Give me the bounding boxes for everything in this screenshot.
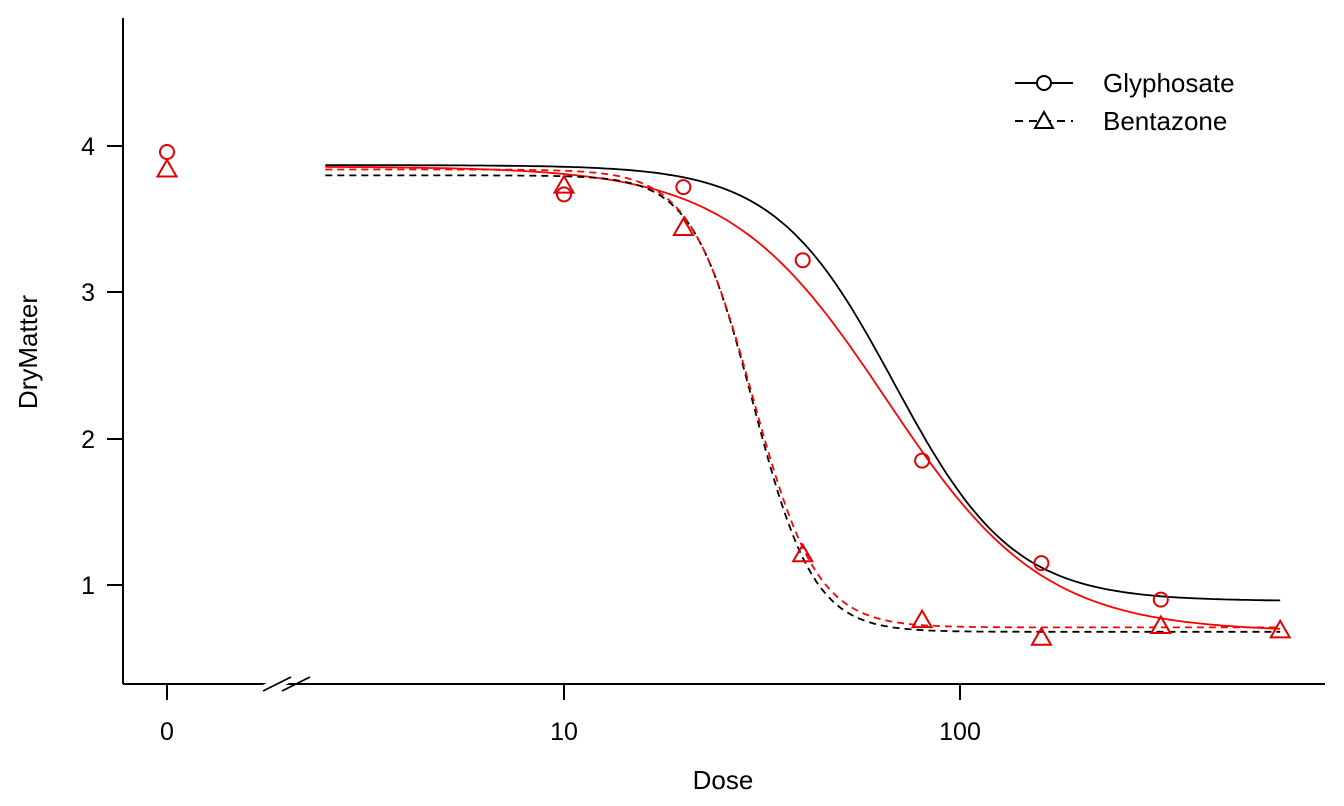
legend-label-bentazone: Bentazone bbox=[1103, 106, 1227, 136]
glyphosate-data-point bbox=[914, 452, 931, 469]
legend-entry-glyphosate: Glyphosate bbox=[1015, 68, 1235, 98]
glyphosate-data-point bbox=[675, 179, 692, 196]
x-tick-label: 0 bbox=[160, 718, 174, 746]
observed-points bbox=[155, 144, 1292, 646]
x-axis-break bbox=[259, 672, 311, 696]
y-axis-label: DryMatter bbox=[13, 295, 43, 409]
x-ticks: 0 10 100 bbox=[160, 684, 981, 746]
y-tick-label: 3 bbox=[81, 279, 95, 307]
legend-entry-bentazone: Bentazone bbox=[1015, 106, 1227, 136]
glyphosate-data-point bbox=[1152, 591, 1169, 608]
legend-circle-marker bbox=[1036, 75, 1052, 91]
legend: Glyphosate Bentazone bbox=[1015, 68, 1235, 136]
y-ticks: 1 2 3 4 bbox=[81, 133, 123, 600]
bentazone-data-point bbox=[910, 608, 934, 629]
x-tick-label: 100 bbox=[939, 718, 981, 746]
x-axis-label: Dose bbox=[693, 765, 754, 795]
glyphosate-data-point bbox=[159, 144, 175, 160]
bentazone-data-point bbox=[672, 216, 695, 236]
bentazone-fit-black-curve bbox=[325, 174, 1281, 633]
bentazone-data-point bbox=[1268, 618, 1292, 639]
bentazone-data-point bbox=[791, 542, 814, 563]
glyphosate-data-point bbox=[794, 252, 811, 269]
bentazone-fit-red-curve bbox=[325, 168, 1281, 629]
bentazone-data-point bbox=[1030, 626, 1053, 646]
fitted-curves bbox=[325, 164, 1281, 633]
x-tick-label: 10 bbox=[550, 718, 578, 746]
y-tick-label: 2 bbox=[81, 426, 95, 454]
y-tick-label: 1 bbox=[81, 572, 95, 600]
y-tick-label: 4 bbox=[81, 133, 95, 161]
glyphosate-data-point bbox=[1033, 555, 1050, 572]
bentazone-data-point bbox=[1149, 614, 1173, 634]
glyphosate-fit-black-curve bbox=[325, 164, 1281, 602]
glyphosate-data-point bbox=[556, 186, 572, 203]
legend-label-glyphosate: Glyphosate bbox=[1103, 68, 1235, 98]
legend-triangle-marker bbox=[1033, 109, 1055, 129]
bentazone-data-point bbox=[155, 157, 179, 178]
bentazone-data-point bbox=[552, 174, 576, 194]
